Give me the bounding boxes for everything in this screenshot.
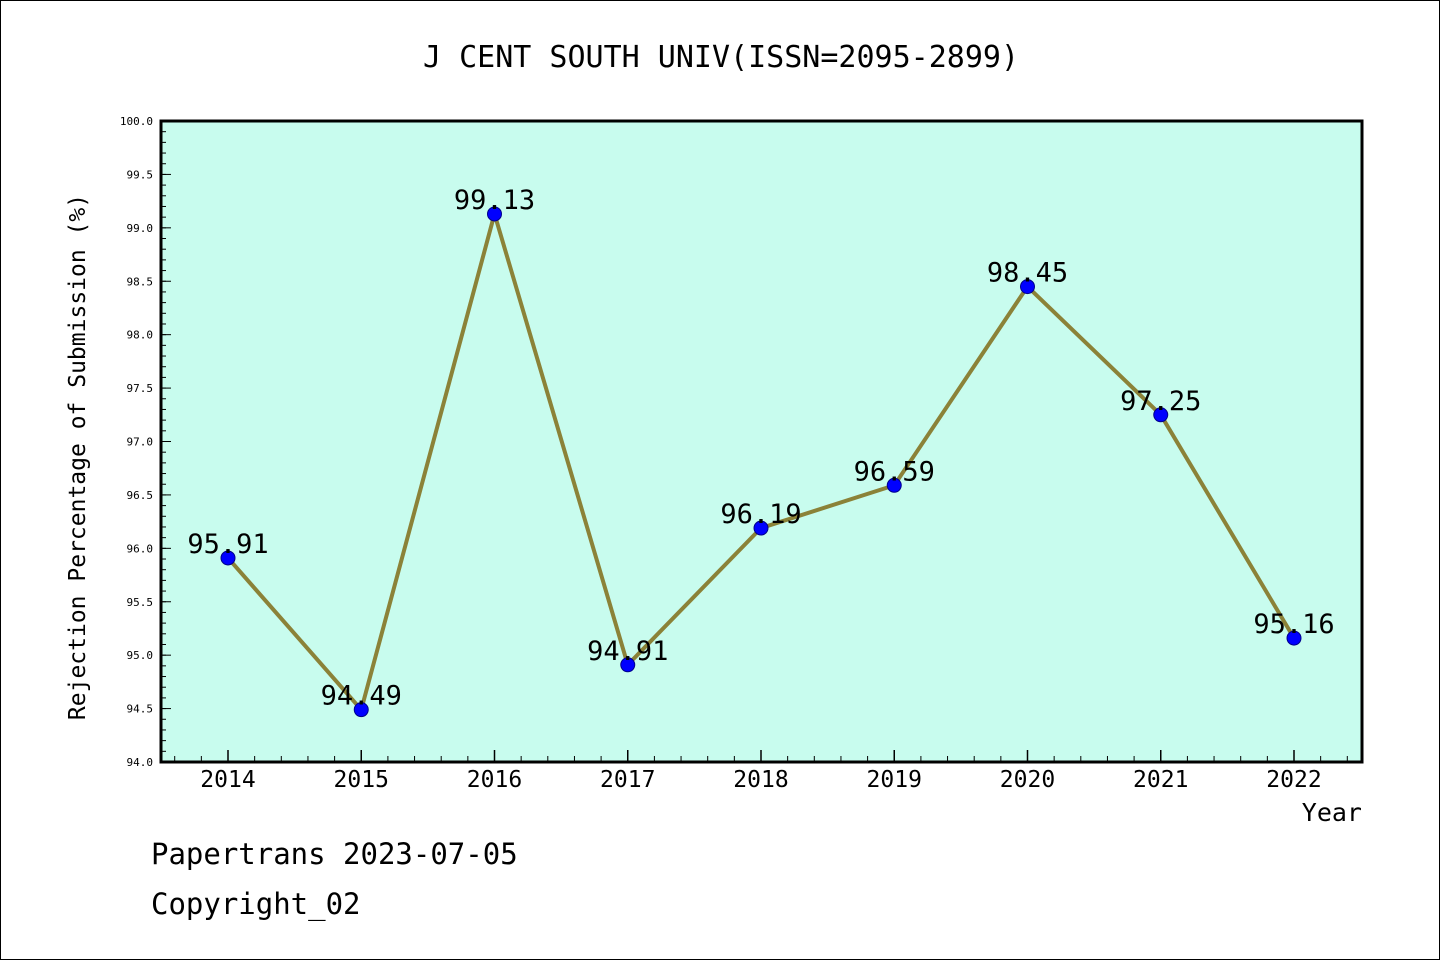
footer-date: Papertrans 2023-07-05: [151, 837, 518, 871]
data-label: 99.13: [454, 185, 535, 216]
y-tick-label: 97.0: [127, 436, 154, 449]
y-tick-label: 96.5: [127, 489, 154, 502]
data-label: 98.45: [987, 258, 1068, 289]
data-point: [353, 702, 369, 718]
plot-area: [159, 119, 1364, 764]
data-label: 95.16: [1253, 609, 1334, 640]
x-tick-label: 2022: [1266, 767, 1321, 793]
data-point: [620, 657, 636, 673]
x-tick-label: 2017: [600, 767, 655, 793]
data-point: [886, 477, 902, 493]
x-tick-label: 2014: [200, 767, 255, 793]
y-tick-label: 94.0: [127, 756, 154, 769]
x-axis-label: Year: [1302, 798, 1362, 827]
data-labels: 95.91 94.49 99.13 94.91 96.19 96.59 98.45 97.25…: [187, 185, 1334, 712]
y-axis: 94.0 94.5 95.0 95.5 96.0 96.5 97.0 97.5 98.0 98.5…: [120, 115, 171, 769]
x-axis: 2014 2015 2016 2017 2018 2019 2020 2021 2022: [174, 750, 1348, 793]
footer-copyright: Copyright_02: [151, 887, 361, 921]
data-label: 95.91: [187, 529, 268, 560]
data-label: 96.59: [854, 456, 935, 487]
x-tick-label: 2020: [1000, 767, 1055, 793]
data-point: [220, 550, 236, 566]
data-label: 97.25: [1120, 386, 1201, 417]
y-tick-label: 100.0: [120, 115, 153, 128]
y-tick-label: 98.0: [127, 329, 154, 342]
chart-title: J CENT SOUTH UNIV(ISSN=2095-2899): [423, 40, 1019, 75]
y-tick-label: 99.5: [127, 168, 154, 181]
data-point: [753, 520, 769, 536]
data-point: [1286, 630, 1302, 646]
x-tick-label: 2016: [467, 767, 522, 793]
x-tick-label: 2019: [867, 767, 922, 793]
y-tick-label: 95.5: [127, 596, 154, 609]
y-tick-label: 98.5: [127, 275, 154, 288]
data-point: [487, 206, 502, 222]
x-tick-label: 2021: [1133, 767, 1188, 793]
x-tick-label: 2018: [733, 767, 788, 793]
data-point: [1153, 407, 1169, 423]
y-tick-label: 96.0: [127, 542, 154, 555]
y-tick-label: 99.0: [127, 222, 154, 235]
data-point: [1020, 279, 1035, 295]
data-label: 96.19: [720, 499, 801, 530]
series-line-group: [220, 206, 1302, 718]
y-tick-label: 94.5: [127, 703, 154, 716]
y-tick-label: 95.0: [127, 649, 154, 662]
data-label: 94.91: [587, 636, 668, 667]
data-label: 94.49: [321, 681, 402, 712]
x-tick-label: 2015: [334, 767, 389, 793]
y-tick-label: 97.5: [127, 382, 154, 395]
y-axis-label: Rejection Percentage of Submission (%): [65, 194, 91, 720]
